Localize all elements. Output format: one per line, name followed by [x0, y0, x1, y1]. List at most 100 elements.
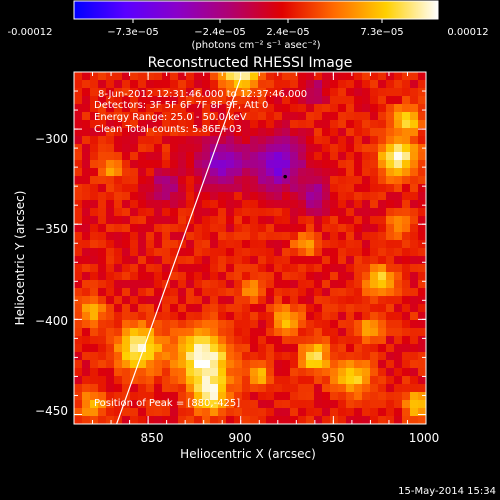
- heatmap-cell: [250, 320, 259, 329]
- heatmap-cell: [378, 248, 387, 257]
- heatmap-cell: [314, 128, 323, 137]
- heatmap-cell: [186, 144, 195, 153]
- heatmap-cell: [186, 96, 195, 105]
- heatmap-cell: [258, 72, 267, 81]
- heatmap-cell: [394, 264, 403, 273]
- heatmap-cell: [98, 344, 107, 353]
- heatmap-cell: [210, 192, 219, 201]
- heatmap-cell: [226, 240, 235, 249]
- heatmap-cell: [306, 224, 315, 233]
- heatmap-cell: [298, 88, 307, 97]
- heatmap-cell: [330, 176, 339, 185]
- heatmap-cell: [306, 200, 315, 209]
- heatmap-cell: [146, 160, 155, 169]
- heatmap-cell: [162, 264, 171, 273]
- heatmap-cell: [106, 272, 115, 281]
- heatmap-cell: [362, 384, 371, 393]
- heatmap-cell: [322, 128, 331, 137]
- heatmap-cell: [226, 72, 235, 81]
- heatmap-cell: [170, 232, 179, 241]
- heatmap-cell: [418, 168, 426, 177]
- heatmap-cell: [130, 416, 139, 424]
- heatmap-cell: [130, 336, 139, 345]
- heatmap-cell: [98, 416, 107, 424]
- heatmap-cell: [338, 416, 347, 424]
- heatmap-cell: [362, 120, 371, 129]
- heatmap-cell: [178, 408, 187, 417]
- heatmap-cell: [362, 112, 371, 121]
- heatmap-cell: [282, 120, 291, 129]
- heatmap-cell: [402, 144, 411, 153]
- heatmap-cell: [138, 304, 147, 313]
- heatmap-cell: [146, 320, 155, 329]
- heatmap-cell: [306, 272, 315, 281]
- heatmap-cell: [346, 72, 355, 81]
- heatmap-cell: [210, 232, 219, 241]
- x-tick-label: 850: [141, 431, 164, 445]
- heatmap-cell: [194, 128, 203, 137]
- heatmap-cell: [146, 168, 155, 177]
- heatmap-cell: [186, 384, 195, 393]
- heatmap-cell: [314, 120, 323, 129]
- heatmap-cell: [106, 232, 115, 241]
- heatmap-cell: [162, 360, 171, 369]
- heatmap-cell: [74, 344, 83, 353]
- heatmap-cell: [274, 408, 283, 417]
- heatmap-cell: [162, 152, 171, 161]
- heatmap-cell: [146, 408, 155, 417]
- heatmap-cell: [322, 192, 331, 201]
- heatmap-cell: [114, 216, 123, 225]
- heatmap-cell: [370, 232, 379, 241]
- heatmap-cell: [338, 248, 347, 257]
- heatmap-cell: [82, 128, 91, 137]
- heatmap-cell: [210, 336, 219, 345]
- heatmap-cell: [402, 384, 411, 393]
- heatmap-cell: [402, 408, 411, 417]
- heatmap-cell: [298, 216, 307, 225]
- heatmap-cell: [130, 120, 139, 129]
- heatmap-cell: [82, 352, 91, 361]
- heatmap-cell: [378, 112, 387, 121]
- heatmap-cell: [218, 384, 227, 393]
- heatmap-cell: [386, 416, 395, 424]
- heatmap-cell: [178, 328, 187, 337]
- heatmap-cell: [186, 200, 195, 209]
- heatmap-cell: [186, 400, 195, 409]
- heatmap-cell: [98, 144, 107, 153]
- heatmap-cell: [362, 360, 371, 369]
- heatmap-cell: [394, 136, 403, 145]
- heatmap-cell: [170, 168, 179, 177]
- heatmap-cell: [314, 312, 323, 321]
- heatmap-cell: [74, 360, 83, 369]
- heatmap-cell: [154, 152, 163, 161]
- heatmap-cell: [170, 184, 179, 193]
- heatmap-cell: [354, 408, 363, 417]
- heatmap-cell: [274, 168, 283, 177]
- heatmap-cell: [202, 192, 211, 201]
- heatmap-cell: [210, 400, 219, 409]
- heatmap-cell: [74, 96, 83, 105]
- heatmap-cell: [74, 200, 83, 209]
- heatmap-cell: [266, 224, 275, 233]
- heatmap-cell: [266, 96, 275, 105]
- heatmap-cell: [258, 192, 267, 201]
- heatmap-cell: [298, 264, 307, 273]
- heatmap-cell: [258, 264, 267, 273]
- heatmap-cell: [370, 416, 379, 424]
- heatmap-cell: [250, 352, 259, 361]
- heatmap-cell: [258, 400, 267, 409]
- heatmap-cell: [218, 360, 227, 369]
- heatmap-cell: [306, 312, 315, 321]
- heatmap-cell: [402, 128, 411, 137]
- heatmap-cell: [218, 296, 227, 305]
- heatmap-cell: [250, 88, 259, 97]
- heatmap-cell: [122, 416, 131, 424]
- heatmap-cell: [354, 264, 363, 273]
- heatmap-cell: [98, 80, 107, 89]
- heatmap-cell: [242, 304, 251, 313]
- heatmap-cell: [410, 152, 419, 161]
- heatmap-cell: [210, 120, 219, 129]
- heatmap-cell: [338, 256, 347, 265]
- heatmap-cell: [386, 264, 395, 273]
- heatmap-cell: [122, 184, 131, 193]
